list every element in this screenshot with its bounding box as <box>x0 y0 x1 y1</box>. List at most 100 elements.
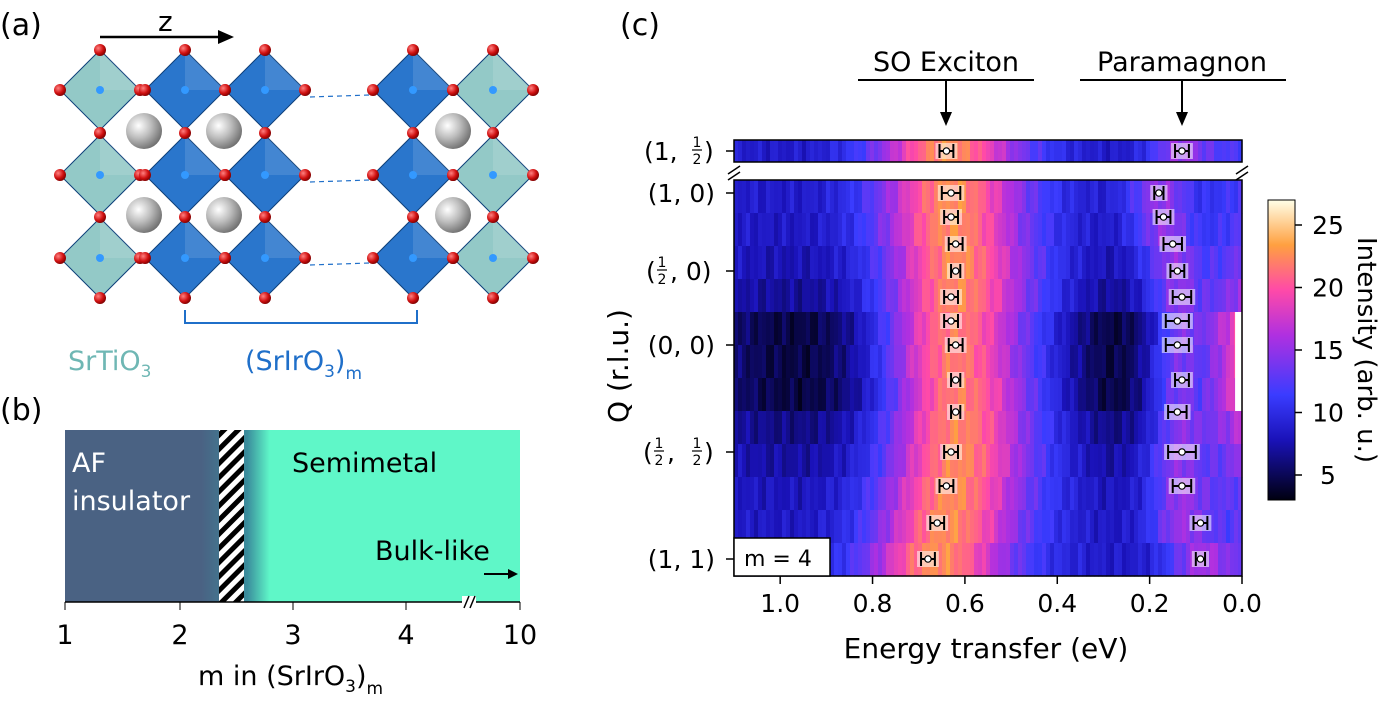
heatmap-cell <box>1118 180 1123 214</box>
heatmap-cell <box>802 246 807 280</box>
heatmap-cell <box>1142 444 1147 478</box>
heatmap-cell <box>922 345 927 379</box>
heatmap-cell <box>850 279 855 313</box>
heatmap-cell <box>850 180 855 214</box>
heatmap-cell <box>1082 279 1087 313</box>
heatmap-cell <box>890 345 895 379</box>
heatmap-cell <box>770 180 775 214</box>
heatmap-cell <box>874 543 879 577</box>
heatmap-cell <box>786 345 791 379</box>
heatmap-cell <box>1090 543 1095 577</box>
heatmap-cell <box>1058 477 1063 511</box>
oxygen-atom <box>407 211 419 223</box>
heatmap-cell <box>902 180 907 214</box>
heatmap-cell <box>1086 510 1091 544</box>
heatmap-cell <box>818 345 823 379</box>
heatmap-cell <box>874 444 879 478</box>
heatmap-cell <box>1046 543 1051 577</box>
c-y-tick-label: ( <box>646 257 656 286</box>
z-axis-arrow: z <box>100 5 234 44</box>
heatmap-cell <box>1062 180 1067 214</box>
heatmap-cell <box>850 510 855 544</box>
central-cation <box>489 254 497 262</box>
heatmap-cell <box>1206 477 1211 511</box>
heatmap-cell <box>970 411 975 445</box>
heatmap-cell <box>830 345 835 379</box>
heatmap-cell <box>1150 345 1155 379</box>
heatmap-cell <box>982 477 987 511</box>
heatmap-cell <box>1030 246 1035 280</box>
heatmap-cell <box>842 140 847 162</box>
heatmap-cell <box>894 510 899 544</box>
heatmap-cell <box>1178 180 1183 214</box>
heatmap-cell <box>1238 140 1243 162</box>
heatmap-cell <box>1082 213 1087 247</box>
heatmap-cell <box>1182 180 1187 214</box>
heatmap-cell <box>838 279 843 313</box>
heatmap-cell <box>858 411 863 445</box>
central-cation <box>181 86 189 94</box>
heatmap-cell <box>1102 213 1107 247</box>
heatmap-cell <box>1130 213 1135 247</box>
heatmap-cell <box>1182 345 1187 379</box>
heatmap-cell <box>1026 411 1031 445</box>
heatmap-cell <box>778 477 783 511</box>
heatmap-cell <box>1210 312 1215 346</box>
heatmap-cell <box>830 279 835 313</box>
heatmap-cell <box>1050 378 1055 412</box>
heatmap-cell <box>870 411 875 445</box>
heatmap-cell <box>1122 180 1127 214</box>
heatmap-cell <box>922 378 927 412</box>
heatmap-cell <box>842 279 847 313</box>
heatmap-cell <box>750 411 755 445</box>
heatmap-cell <box>750 477 755 511</box>
heatmap-blank-cell <box>1235 312 1243 346</box>
heatmap-cell <box>1126 246 1131 280</box>
heatmap-cell <box>1206 140 1211 162</box>
sr-atom <box>435 113 471 149</box>
heatmap-cell <box>902 477 907 511</box>
heatmap-cell <box>902 411 907 445</box>
heatmap-cell <box>1054 246 1059 280</box>
heatmap-cell <box>802 213 807 247</box>
heatmap-cell <box>890 444 895 478</box>
heatmap-cell <box>1226 345 1231 379</box>
heatmap-cell <box>826 378 831 412</box>
heatmap-cell <box>1098 543 1103 577</box>
heatmap-cell <box>1166 477 1171 511</box>
heatmap-cell <box>1002 246 1007 280</box>
sr-atom <box>206 197 242 233</box>
heatmap-cell <box>1006 411 1011 445</box>
heatmap-cell <box>838 543 843 577</box>
heatmap-cell <box>1122 510 1127 544</box>
heatmap-cell <box>1154 246 1159 280</box>
heatmap-cell <box>1226 279 1231 313</box>
fraction-den: 2 <box>693 453 702 469</box>
heatmap-cell <box>862 411 867 445</box>
heatmap-cell <box>894 180 899 214</box>
heatmap-cell <box>786 279 791 313</box>
heatmap-cell <box>1106 477 1111 511</box>
heatmap-cell <box>1018 312 1023 346</box>
heatmap-cell <box>762 180 767 214</box>
heatmap-cell <box>826 180 831 214</box>
inset-label: m = 4 <box>744 547 812 572</box>
heatmap-cell <box>754 477 759 511</box>
heatmap-cell <box>1170 246 1175 280</box>
heatmap-cell <box>798 345 803 379</box>
heatmap-cell <box>1226 378 1231 412</box>
heatmap-cell <box>974 411 979 445</box>
heatmap-cell <box>882 378 887 412</box>
heatmap-cell <box>874 246 879 280</box>
heatmap-cell <box>806 279 811 313</box>
heatmap-cell <box>734 345 739 379</box>
heatmap-cell <box>1206 213 1211 247</box>
heatmap-cell <box>1162 378 1167 412</box>
heatmap-cell <box>1198 279 1203 313</box>
heatmap-cell <box>1026 279 1031 313</box>
heatmap-cell <box>1130 279 1135 313</box>
heatmap-cell <box>966 378 971 412</box>
heatmap-cell <box>1090 378 1095 412</box>
heatmap-cell <box>1062 378 1067 412</box>
heatmap-cell <box>930 140 935 162</box>
